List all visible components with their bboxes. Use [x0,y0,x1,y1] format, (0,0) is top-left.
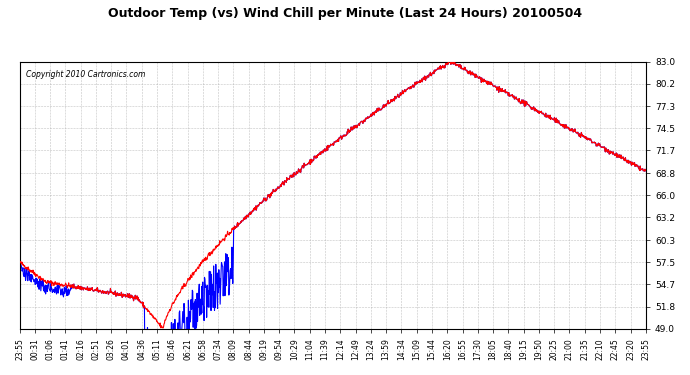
Text: Copyright 2010 Cartronics.com: Copyright 2010 Cartronics.com [26,69,145,78]
Text: Outdoor Temp (vs) Wind Chill per Minute (Last 24 Hours) 20100504: Outdoor Temp (vs) Wind Chill per Minute … [108,8,582,21]
